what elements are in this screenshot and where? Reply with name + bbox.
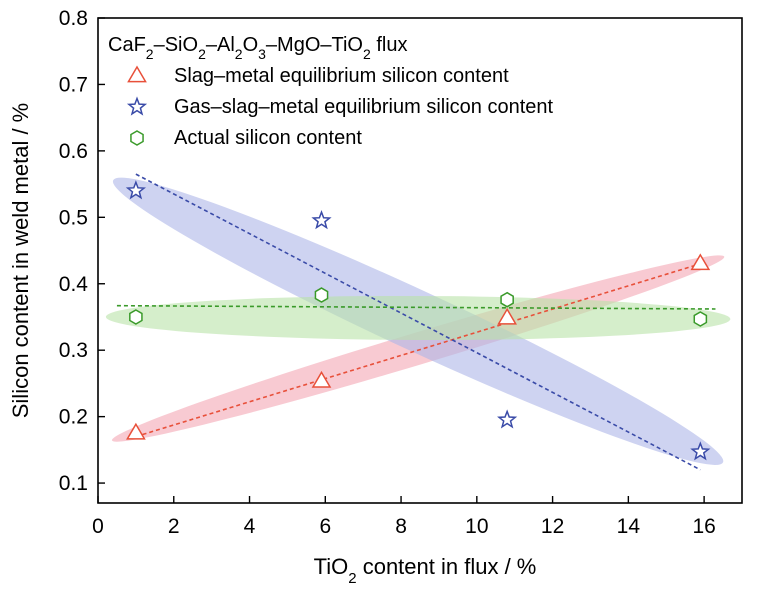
y-axis-title: Silicon content in weld metal / % [8,103,33,419]
data-point-series-2 [125,180,146,200]
x-tick-label: 12 [541,515,564,538]
legend-title: CaF2–SiO2–Al2O3–MgO–TiO2 flux [108,34,407,62]
data-point-series-2 [690,441,711,461]
data-point-series-3 [314,287,329,303]
data-point-series-1 [690,253,711,271]
legend-marker-series-2 [126,96,148,116]
legend-label-series-1: Slag–metal equilibrium silicon content [174,65,509,87]
y-tick-label: 0.5 [59,206,88,229]
trend-line-series-2 [135,173,701,471]
legend-label-series-2: Gas–slag–metal equilibrium silicon conte… [174,96,554,118]
y-tick-label: 0.4 [59,273,89,296]
legend: CaF2–SiO2–Al2O3–MgO–TiO2 flux Slag–metal … [108,34,554,149]
legend-marker-series-3 [130,130,144,146]
y-tick-label: 0.2 [59,406,88,429]
legend-marker-series-1 [127,65,147,83]
x-tick-label: 8 [395,515,407,538]
data-point-series-3 [500,291,514,308]
y-tick-label: 0.6 [59,140,88,163]
trend-lines [116,173,716,471]
data-point-series-2 [497,409,518,429]
x-tick-label: 6 [319,515,331,538]
data-point-series-1 [497,307,517,325]
data-point-series-2 [311,210,332,230]
data-points [125,180,711,461]
x-axis-ticks: 0 2 4 6 8 10 12 14 16 [92,496,716,538]
y-axis-ticks: 0.1 0.2 0.3 0.4 0.5 0.6 0.7 0.8 [59,7,105,495]
trend-line-series-1 [135,263,701,438]
plot-frame [97,17,743,504]
data-point-series-1 [126,422,146,440]
y-tick-label: 0.8 [59,7,88,30]
x-tick-label: 0 [92,515,104,538]
x-tick-label: 10 [465,515,488,538]
y-tick-label: 0.7 [59,73,88,96]
y-tick-label: 0.3 [59,339,88,362]
legend-label-series-3: Actual silicon content [174,127,362,149]
x-tick-label: 4 [244,515,256,538]
x-tick-label: 16 [692,515,715,538]
ellipse-series-3 [105,295,731,340]
trend-line-series-3 [116,304,716,310]
data-point-series-1 [311,370,332,388]
x-tick-label: 14 [617,515,641,538]
x-axis-title: TiO2 content in flux / % [314,554,537,587]
data-point-series-3 [693,311,708,327]
y-tick-label: 0.1 [59,472,88,495]
data-point-series-3 [129,309,143,325]
x-tick-label: 2 [168,515,180,538]
